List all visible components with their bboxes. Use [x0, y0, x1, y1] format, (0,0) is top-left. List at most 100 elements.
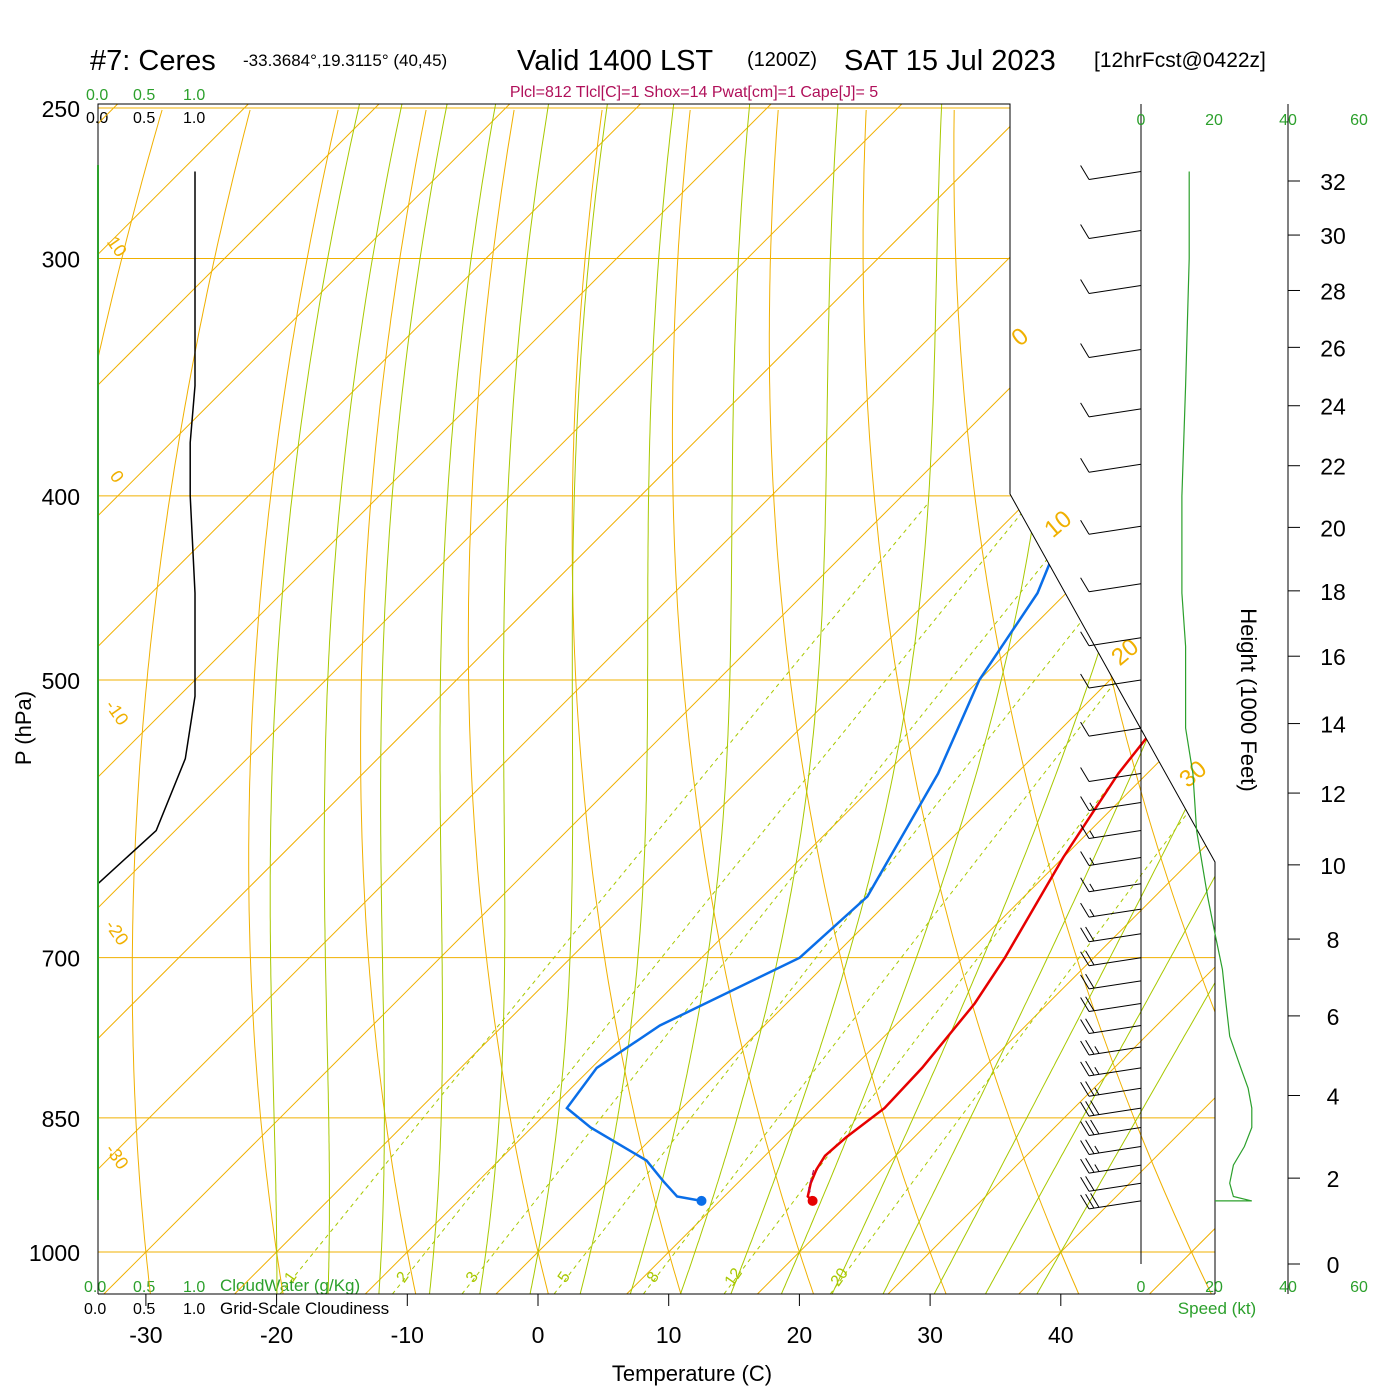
- scale-bottom-black-1: 0.5: [133, 1301, 155, 1318]
- dry-adiabat-line: [248, 109, 339, 1294]
- moist-adiabat-line: [780, 104, 1065, 1294]
- wind-barb: [1080, 165, 1142, 180]
- wind-barb-feather: [1080, 577, 1090, 593]
- wind-barb-feather: [1090, 1100, 1100, 1115]
- y-tick-label: 1000: [29, 1240, 80, 1266]
- wind-barb-feather: [1094, 1164, 1100, 1172]
- dry-adiabat-line: [671, 109, 814, 1294]
- moist-adiabat-line: [729, 104, 943, 1294]
- wind-barb-staff: [1088, 1003, 1142, 1012]
- wind-barb-feather: [1094, 1145, 1100, 1154]
- wind-barb: [1080, 343, 1142, 358]
- moist-adiabat-line: [323, 104, 405, 1294]
- isotherm-line: [98, 104, 903, 1294]
- height-tick-label: 12: [1320, 781, 1346, 807]
- wind-barb-staff: [1088, 679, 1142, 689]
- x-tick-label: -10: [391, 1322, 424, 1348]
- wind-barb-feather: [1085, 1120, 1095, 1136]
- dry-adiabat-line: [571, 109, 682, 1294]
- height-axis-title: Height (1000 Feet): [1236, 608, 1261, 791]
- isotherm-line: [757, 104, 1215, 1294]
- wind-barb-feather: [1085, 996, 1095, 1012]
- scale-bottom-green-1: 0.5: [133, 1279, 155, 1296]
- y-tick-label: 250: [42, 96, 80, 122]
- height-tick-label: 2: [1327, 1166, 1340, 1192]
- wind-barb: [1080, 1119, 1142, 1136]
- height-tick-label: 32: [1320, 169, 1346, 195]
- dry-adiabat-line: [768, 109, 947, 1294]
- wind-barb-feather: [1080, 519, 1090, 535]
- wind-barb: [1080, 1158, 1142, 1174]
- isotherm-label: 0: [1006, 323, 1034, 352]
- wind-barb-staff: [1088, 171, 1142, 180]
- wind-barb-staff: [1088, 285, 1142, 294]
- wind-barb: [1080, 1176, 1142, 1192]
- moist-adiabat-line: [830, 104, 1205, 1294]
- wind-barb: [1080, 1081, 1142, 1097]
- dry-adiabat-line: [1394, 110, 1400, 1294]
- wind-barb-feather: [1085, 926, 1095, 942]
- wind-barb-feather: [1080, 721, 1090, 737]
- wind-barb-feather: [1085, 1081, 1095, 1096]
- mixing-ratio-label: 20: [828, 1265, 852, 1289]
- height-tick-label: 14: [1320, 712, 1346, 738]
- cloudwater-label: CloudWater (g/Kg): [220, 1276, 360, 1295]
- station-coords: -33.3684°,19.3115° (40,45): [243, 51, 447, 70]
- moist-adiabat-line: [428, 104, 498, 1294]
- x-tick-label: 40: [1048, 1322, 1074, 1348]
- wind-barbs: [1080, 165, 1142, 1210]
- wind-barb-staff: [1088, 230, 1142, 239]
- height-tick-label: 28: [1320, 279, 1346, 305]
- x-tick-label: 20: [787, 1322, 813, 1348]
- wind-barb: [1080, 1018, 1142, 1034]
- wind-barb: [1080, 519, 1142, 535]
- isotherm-line: [103, 104, 1215, 1294]
- wind-barb-feather: [1089, 857, 1095, 865]
- y-tick-label: 700: [42, 946, 80, 972]
- wind-barb-feather: [1080, 1101, 1090, 1117]
- moist-adiabat-line: [881, 104, 1215, 1294]
- isotherm-line: [495, 104, 1215, 1294]
- scale-top-black-1: 0.5: [133, 110, 155, 127]
- y-tick-label: 300: [42, 247, 80, 273]
- isotherm-line: [626, 104, 1215, 1294]
- wind-barb: [1080, 224, 1142, 239]
- wind-barb: [1080, 631, 1142, 647]
- dry-adiabat-line: [98, 109, 163, 1294]
- dry-adiabat-line: [862, 109, 1080, 1294]
- wind-bottom-3: 60: [1350, 1279, 1368, 1296]
- mixing-ratio-label: 5: [555, 1269, 574, 1286]
- thermo-grid: [98, 104, 1400, 1294]
- dry-adiabat-line: [467, 109, 549, 1294]
- wind-barb-staff: [1088, 1127, 1142, 1136]
- wind-barb: [1080, 673, 1142, 689]
- height-tick-label: 0: [1327, 1252, 1340, 1278]
- moist-adiabat-line: [378, 104, 450, 1294]
- wind-barb-feather: [1080, 851, 1090, 866]
- dry-adiabat-line: [1129, 109, 1215, 1294]
- wind-barb-feather: [1090, 1193, 1100, 1208]
- wind-barb: [1080, 950, 1142, 967]
- cloudiness-line: [98, 171, 196, 885]
- scale-bottom-green-2: 1.0: [183, 1279, 205, 1296]
- wind-barb: [1080, 402, 1142, 418]
- wind-barb-staff: [1088, 727, 1142, 737]
- wind-barb-staff: [1088, 349, 1142, 358]
- isotherm-line: [1149, 104, 1215, 1294]
- moist-adiabat-line: [269, 104, 363, 1294]
- wind-barb-feather: [1080, 824, 1090, 839]
- wind-barb: [1080, 973, 1142, 990]
- profiles: [98, 171, 1215, 1206]
- wind-barb-feather: [1080, 402, 1090, 418]
- wind-barb-feather: [1080, 767, 1090, 782]
- wind-barb-feather: [1080, 458, 1090, 473]
- moist-adiabat-line: [529, 104, 610, 1294]
- height-tick-label: 16: [1320, 644, 1346, 670]
- scale-top-green-2: 1.0: [183, 87, 205, 104]
- cloudwater-scale-top: 0.0 0.5 1.0 0.0 0.5 1.0: [86, 87, 205, 127]
- wind-barb-feather: [1080, 1194, 1090, 1210]
- wind-barb-feather: [1080, 1081, 1090, 1097]
- surface-temperature-marker: [807, 1195, 818, 1206]
